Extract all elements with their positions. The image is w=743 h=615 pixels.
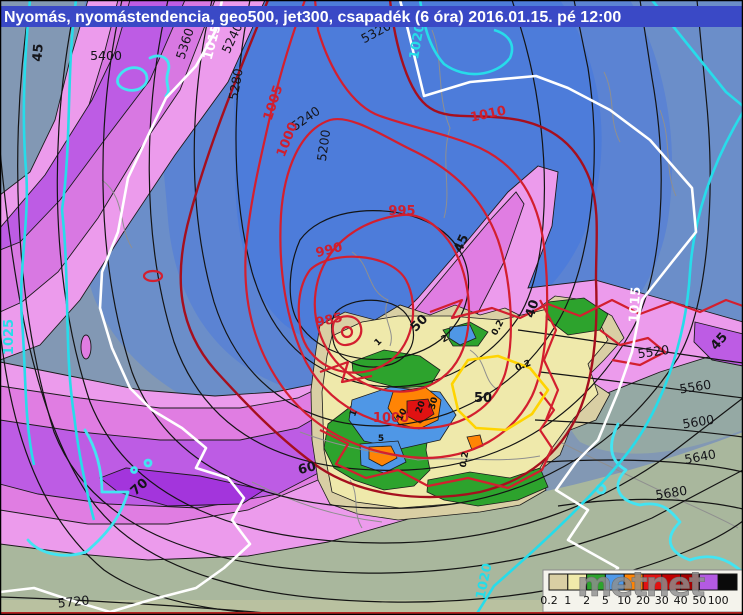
- legend-tick-label: 30: [655, 594, 669, 607]
- contour-label: 45: [30, 43, 47, 62]
- legend-swatch: [548, 573, 569, 591]
- contour-label: 5400: [90, 48, 122, 63]
- contour-label: 5720: [57, 592, 90, 610]
- isobars-white: [0, 0, 698, 615]
- map-title: Nyomás, nyomástendencia, geo500, jet300,…: [4, 9, 621, 26]
- contour-label: 40: [523, 298, 543, 320]
- contour-label: 60: [297, 459, 318, 478]
- legend-tick-label: 40: [674, 594, 688, 607]
- contour-label: 5: [378, 434, 384, 444]
- contour-label: 985: [314, 310, 344, 330]
- contour-label: 5280: [225, 67, 245, 101]
- contour-label: 5640: [683, 446, 717, 467]
- contour-label: 5200: [314, 129, 333, 163]
- contour-label: 1: [348, 409, 360, 418]
- legend-swatches: [548, 573, 738, 591]
- title-bar: Nyomás, nyomástendencia, geo500, jet300,…: [0, 6, 743, 27]
- pressure-labels-cyan: 1025 1020 1020: [2, 22, 496, 600]
- contour-label: 5560: [678, 377, 712, 397]
- contour-label: 995: [388, 204, 415, 219]
- contour-label: 30: [428, 396, 441, 411]
- legend-swatch: [717, 573, 738, 591]
- contour-label: 990: [314, 240, 344, 261]
- contour-label: 5600: [681, 412, 715, 432]
- contour-label: 1025: [2, 319, 17, 355]
- contour-label: 1000: [373, 411, 409, 426]
- contour-label: 1020: [407, 22, 428, 60]
- contour-label: 1010: [469, 103, 508, 125]
- contour-label: 0.2: [459, 451, 472, 468]
- legend-ticks: 0.2 1 2 5 10 20 30 40 50 100: [540, 594, 728, 607]
- legend-tick-label: 50: [692, 594, 706, 607]
- contour-label: 5520: [637, 342, 671, 361]
- precip-legend: 0.2 1 2 5 10 20 30 40 50 100 metnet: [540, 565, 743, 613]
- legend-tick-label: 20: [636, 594, 650, 607]
- contour-label: 2: [440, 333, 450, 345]
- legend-tick-label: 5: [602, 594, 609, 607]
- contour-label: 1015: [627, 286, 644, 323]
- contour-label: 20: [414, 400, 428, 415]
- legend-tick-label: 2: [583, 594, 590, 607]
- legend-tick-label: 1: [564, 594, 571, 607]
- coastlines: [26, 54, 743, 574]
- legend-tick-label: 0.2: [540, 594, 558, 607]
- contour-label: 45: [451, 232, 472, 255]
- contour-label: 5680: [654, 483, 688, 503]
- contour-label: 1020: [473, 562, 495, 601]
- legend-tick-label: 100: [708, 594, 729, 607]
- contour-label: 50: [474, 391, 492, 406]
- isobars-red: [142, 0, 743, 499]
- legend-tick-label: 10: [617, 594, 631, 607]
- contour-label: 1: [373, 337, 385, 349]
- isobar-yellow: [450, 354, 550, 432]
- metnet-watermark: metnet: [577, 565, 705, 605]
